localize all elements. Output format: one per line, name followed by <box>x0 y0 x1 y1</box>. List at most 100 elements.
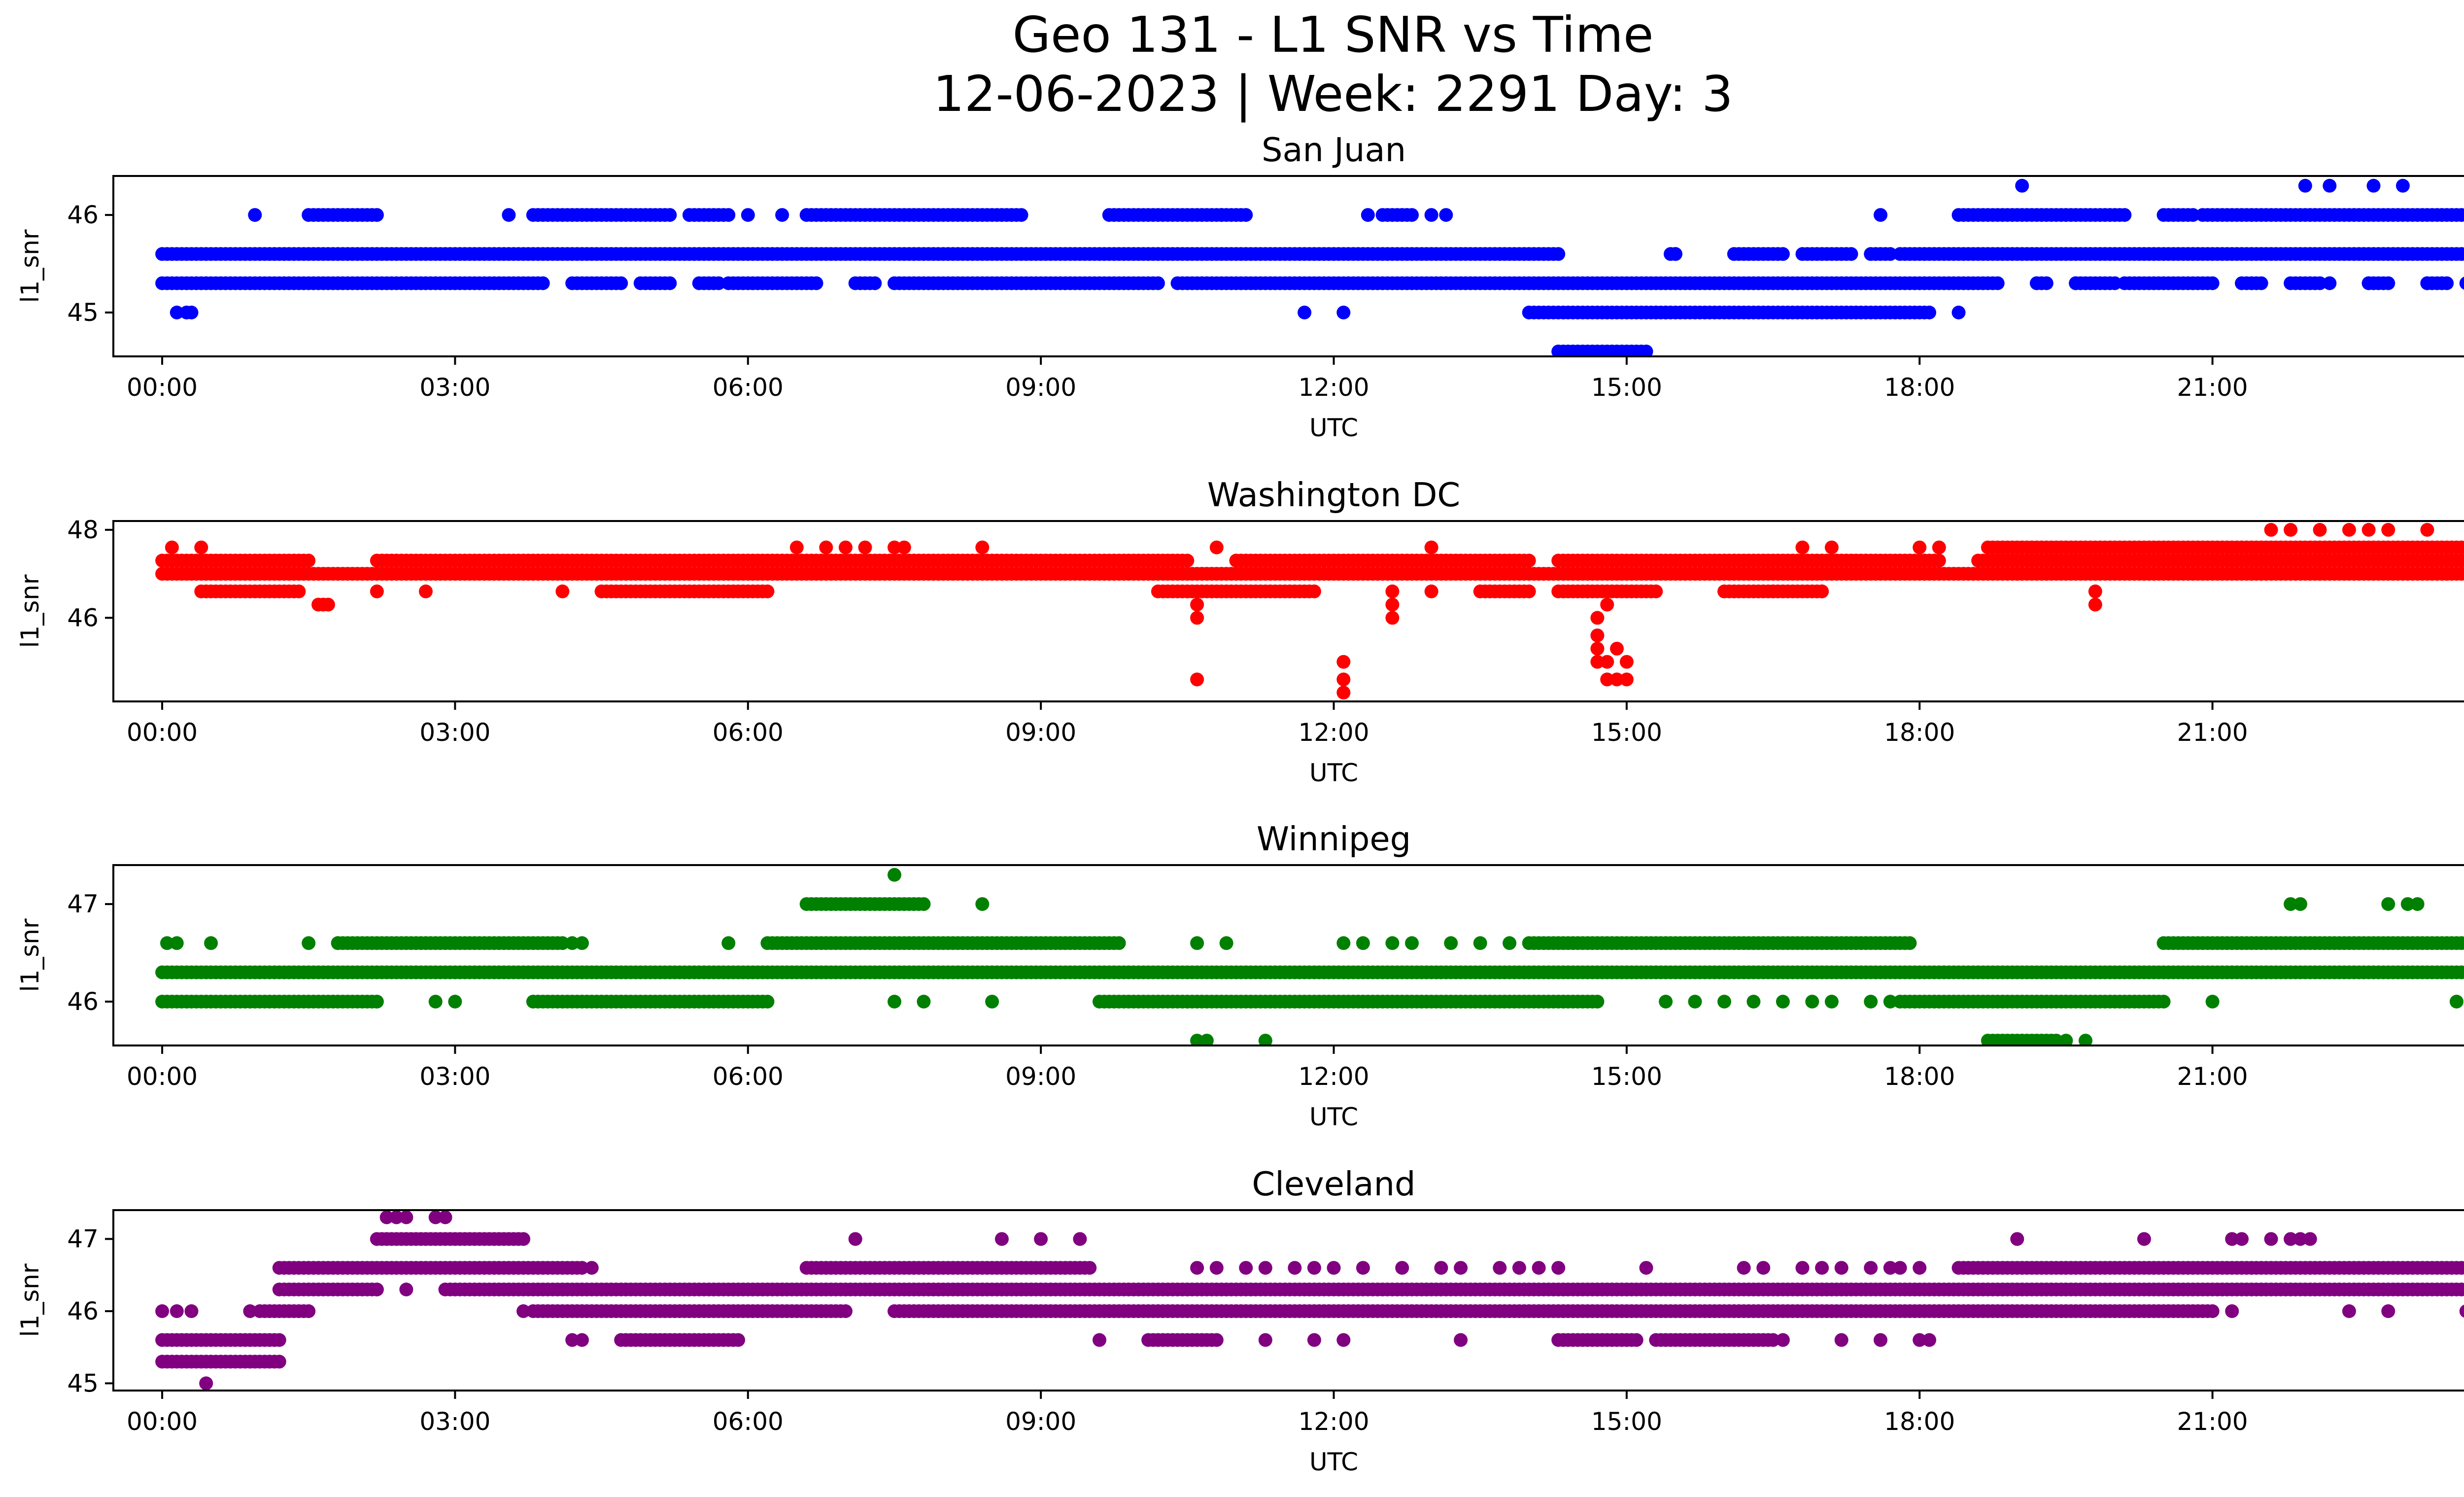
data-point <box>917 897 931 911</box>
x-tick-label: 06:00 <box>713 1062 784 1091</box>
data-point <box>1512 1261 1526 1275</box>
data-point <box>1824 540 1839 555</box>
data-point <box>789 540 804 555</box>
data-point <box>2459 554 2464 567</box>
x-tick-label: 12:00 <box>1298 373 1369 402</box>
data-point <box>1639 345 1653 356</box>
data-point <box>888 995 901 1009</box>
data-point <box>2342 522 2356 537</box>
x-tick-label: 12:00 <box>1298 1407 1369 1436</box>
data-point <box>1327 1261 1341 1275</box>
data-point <box>502 208 516 222</box>
data-point <box>2440 567 2454 581</box>
data-point <box>1883 247 1897 261</box>
x-tick-label: 18:00 <box>1884 373 1955 402</box>
data-point <box>272 1333 286 1347</box>
x-tick-label: 18:00 <box>1884 718 1955 747</box>
data-point <box>2137 1232 2151 1246</box>
data-point <box>1639 1261 1653 1275</box>
data-point <box>370 1283 384 1296</box>
data-point <box>1356 936 1370 950</box>
subplot-title: Winnipeg <box>1257 820 1411 858</box>
data-point <box>2039 276 2053 290</box>
data-point <box>1112 936 1126 950</box>
x-tick-label: 18:00 <box>1884 1407 1955 1436</box>
data-point <box>389 1210 404 1224</box>
data-point <box>2225 1304 2239 1318</box>
data-point <box>370 208 384 222</box>
data-point <box>2254 276 2268 290</box>
data-point <box>1385 597 1400 612</box>
data-point <box>1776 1333 1790 1347</box>
data-point <box>1717 995 1731 1009</box>
data-point <box>2293 1232 2307 1246</box>
data-point <box>1444 936 1458 950</box>
data-point <box>1600 655 1614 669</box>
data-point <box>428 1210 443 1224</box>
x-tick-label: 15:00 <box>1591 1407 1662 1436</box>
subplot-title: Cleveland <box>1252 1165 1415 1203</box>
x-tick-label: 00:00 <box>127 1062 198 1091</box>
data-point <box>1307 1333 1321 1347</box>
data-point <box>1307 1261 1321 1275</box>
data-point <box>184 306 199 319</box>
x-tick-label: 03:00 <box>419 1407 490 1436</box>
data-point <box>809 276 823 290</box>
data-point <box>1864 1261 1878 1275</box>
data-point <box>2235 1232 2249 1246</box>
x-tick-label: 03:00 <box>419 1062 490 1091</box>
subplot-title: Washington DC <box>1207 476 1460 514</box>
data-point <box>2205 1304 2220 1318</box>
data-point <box>1493 1261 1507 1275</box>
data-point <box>1580 584 1595 598</box>
data-point <box>985 995 999 1009</box>
data-point <box>721 208 736 222</box>
data-point <box>2459 567 2464 581</box>
data-point <box>1668 247 1682 261</box>
data-point <box>721 936 736 950</box>
data-point <box>1766 584 1780 598</box>
data-point <box>897 540 911 555</box>
x-tick-label: 21:00 <box>2177 718 2248 747</box>
data-point <box>1473 936 1487 950</box>
data-point <box>2381 522 2396 537</box>
data-point <box>302 1304 316 1318</box>
data-point <box>2069 276 2083 290</box>
axes-frame <box>112 175 2464 357</box>
data-point <box>2205 995 2220 1009</box>
data-point <box>1083 1261 1097 1275</box>
x-tick-label: 06:00 <box>713 718 784 747</box>
data-point <box>2420 522 2434 537</box>
data-point <box>2225 1232 2239 1246</box>
data-point <box>838 1304 853 1318</box>
data-point <box>379 1210 394 1224</box>
data-point <box>1454 1333 1468 1347</box>
data-point <box>1776 995 1790 1009</box>
data-point <box>1503 936 1517 950</box>
y-tick-label: 46 <box>67 987 99 1016</box>
x-tick-label: 00:00 <box>127 718 198 747</box>
y-tick-label: 46 <box>67 201 99 229</box>
subplot-title: San Juan <box>1262 131 1406 169</box>
data-point <box>760 995 775 1009</box>
data-point <box>1990 276 2005 290</box>
data-point <box>1903 936 1917 950</box>
data-point <box>2088 567 2102 581</box>
data-point <box>1190 672 1204 687</box>
data-point <box>2284 1232 2298 1246</box>
data-point <box>1356 1261 1370 1275</box>
x-axis-label: UTC <box>1309 1448 1358 1476</box>
data-point <box>2284 897 2298 911</box>
data-point <box>2293 897 2307 911</box>
data-point <box>575 936 589 950</box>
data-point <box>2459 937 2464 950</box>
data-point <box>536 276 550 290</box>
data-point <box>2361 522 2376 537</box>
data-point <box>2010 1232 2024 1246</box>
data-point <box>1766 1333 1780 1347</box>
data-point <box>1815 1261 1829 1275</box>
data-point <box>184 1304 199 1318</box>
data-point <box>1659 995 1673 1009</box>
data-point <box>331 936 345 950</box>
